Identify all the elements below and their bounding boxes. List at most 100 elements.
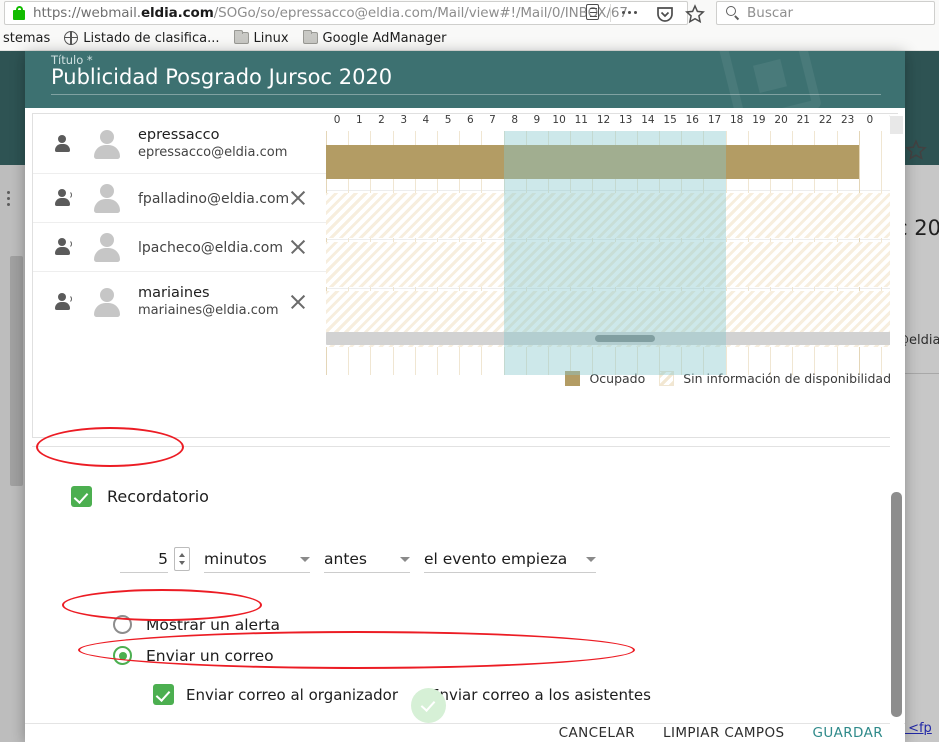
hour-tick: 19 xyxy=(752,114,766,126)
background-divider xyxy=(893,373,939,374)
browser-toolbar: https://webmail.eldia.com/SOGo/so/epress… xyxy=(0,0,939,26)
event-editor-dialog: Título * epressacco epressacco@eldia.com xyxy=(25,51,905,742)
hour-tick: 2 xyxy=(378,114,385,126)
reminder-checkbox[interactable] xyxy=(71,486,92,507)
attendee-icon xyxy=(53,292,73,312)
pocket-icon[interactable] xyxy=(655,4,675,24)
quantity-stepper[interactable] xyxy=(174,547,190,571)
dialog-header: Título * xyxy=(25,51,905,108)
address-bar[interactable]: https://webmail.eldia.com/SOGo/so/epress… xyxy=(4,1,688,25)
legend-item-no-info: Sin información de disponibilidad. xyxy=(659,370,895,386)
scrollbar-thumb[interactable] xyxy=(595,335,655,342)
no-availability-info-block xyxy=(326,242,898,287)
hour-tick: 17 xyxy=(707,114,722,126)
grid-row[interactable] xyxy=(326,131,898,191)
attendee-row[interactable]: fpalladino@eldia.com xyxy=(33,174,326,223)
hour-tick: 10 xyxy=(552,114,566,126)
modal-backdrop-left xyxy=(0,51,25,742)
url-domain: eldia.com xyxy=(140,5,214,21)
search-placeholder: Buscar xyxy=(747,5,794,21)
hour-tick: 15 xyxy=(663,114,677,126)
bookmark-item-2[interactable]: Linux xyxy=(227,27,296,49)
page-actions-icon[interactable] xyxy=(622,11,644,15)
avatar xyxy=(92,129,122,159)
attendee-list: epressacco epressacco@eldia.com fpalladi… xyxy=(33,114,326,375)
attendee-row[interactable]: epressacco epressacco@eldia.com xyxy=(33,114,326,174)
mail-organizer-checkbox[interactable] xyxy=(153,684,174,705)
attendee-name: epressacco xyxy=(138,126,220,143)
cancel-button[interactable]: CANCELAR xyxy=(558,725,636,741)
reminder-amount-input[interactable]: 5 xyxy=(120,550,168,573)
reminder-relation-select[interactable]: antes xyxy=(324,550,410,573)
bookmark-item-1[interactable]: Listado de clasifica... xyxy=(57,27,226,49)
save-button[interactable]: GUARDAR xyxy=(812,725,883,741)
bookmark-label: Linux xyxy=(253,30,289,46)
hour-tick: 23 xyxy=(841,114,855,126)
title-field-label: Título * xyxy=(51,53,93,67)
bookmarks-bar: stemas Listado de clasifica... Linux Goo… xyxy=(0,26,939,51)
legend-label: Sin información de disponibilidad. xyxy=(683,370,895,386)
hour-tick: 22 xyxy=(818,114,833,126)
reminder-unit-select[interactable]: minutos xyxy=(204,550,310,573)
search-bar[interactable]: Buscar xyxy=(716,1,935,25)
reminder-toggle-row[interactable]: Recordatorio xyxy=(71,486,209,507)
page-scrollbar-top-cap xyxy=(890,116,903,134)
chevron-down-icon xyxy=(300,556,310,562)
section-divider xyxy=(32,446,898,447)
clear-fields-button[interactable]: LIMPIAR CAMPOS xyxy=(663,725,785,741)
url-text: https://webmail.eldia.com/SOGo/so/epress… xyxy=(33,5,628,21)
bookmark-star-icon[interactable] xyxy=(685,4,705,24)
hour-tick: 1 xyxy=(355,114,363,126)
alert-label: Mostrar un alerta xyxy=(146,615,281,634)
bookmark-label: Listado de clasifica... xyxy=(83,30,220,46)
avatar xyxy=(92,232,122,262)
reminder-timing-row: 5 minutos antes el evento empieza xyxy=(120,547,596,573)
hour-tick: 11 xyxy=(574,114,588,126)
background-sender: @eldia xyxy=(896,333,939,348)
chevron-down-icon xyxy=(586,556,596,562)
remove-attendee-icon[interactable] xyxy=(284,288,312,316)
attendee-text: mariaines mariaines@eldia.com xyxy=(138,284,284,320)
reminder-relation-value: antes xyxy=(324,550,368,568)
hour-tick: 5 xyxy=(444,114,452,126)
bookmark-label: stemas xyxy=(3,30,51,46)
attendee-email: mariaines@eldia.com xyxy=(138,303,279,318)
folder-icon xyxy=(233,30,249,44)
event-title-input[interactable] xyxy=(51,65,881,95)
busy-block xyxy=(326,145,859,179)
reminder-label: Recordatorio xyxy=(107,487,209,506)
hour-tick: 0 xyxy=(866,114,874,126)
search-icon xyxy=(726,6,740,20)
page-scrollbar-thumb[interactable] xyxy=(891,492,902,717)
remove-attendee-icon[interactable] xyxy=(284,233,312,261)
reminder-action-email[interactable]: Enviar un correo xyxy=(113,646,274,665)
lock-icon xyxy=(12,5,26,21)
reader-view-icon[interactable] xyxy=(586,4,604,22)
grid-row[interactable] xyxy=(326,191,898,240)
attendee-row[interactable]: mariaines mariaines@eldia.com xyxy=(33,272,326,332)
grid-row[interactable] xyxy=(326,240,898,289)
hour-tick: 9 xyxy=(533,114,541,126)
email-radio[interactable] xyxy=(113,646,132,665)
hour-tick: 12 xyxy=(596,114,611,126)
chevron-down-icon xyxy=(400,556,410,562)
attendee-row[interactable]: lpacheco@eldia.com xyxy=(33,223,326,272)
bookmark-item-0[interactable]: stemas xyxy=(0,27,57,49)
hour-tick: 18 xyxy=(730,114,744,126)
bookmark-item-3[interactable]: Google AdManager xyxy=(296,27,454,49)
attendee-icon xyxy=(53,188,73,208)
alert-radio[interactable] xyxy=(113,615,132,634)
remove-attendee-icon[interactable] xyxy=(284,184,312,212)
attendee-email: epressacco@eldia.com xyxy=(138,144,288,160)
background-scrollbar[interactable] xyxy=(10,256,23,486)
background-star-icon[interactable] xyxy=(905,139,927,161)
mail-attendees-label: Enviar correo a los asistentes xyxy=(430,685,651,704)
reminder-anchor-select[interactable]: el evento empieza xyxy=(424,550,596,573)
availability-panel: epressacco epressacco@eldia.com fpalladi… xyxy=(32,113,898,438)
no-info-swatch-icon xyxy=(659,370,675,386)
toolbar-divider xyxy=(610,4,611,22)
url-prefix: https://webmail. xyxy=(33,5,141,21)
reminder-action-alert[interactable]: Mostrar un alerta xyxy=(113,615,280,634)
reminder-mail-options: Enviar correo al organizador Enviar corr… xyxy=(153,684,671,723)
grid-horizontal-scrollbar[interactable] xyxy=(326,332,896,345)
